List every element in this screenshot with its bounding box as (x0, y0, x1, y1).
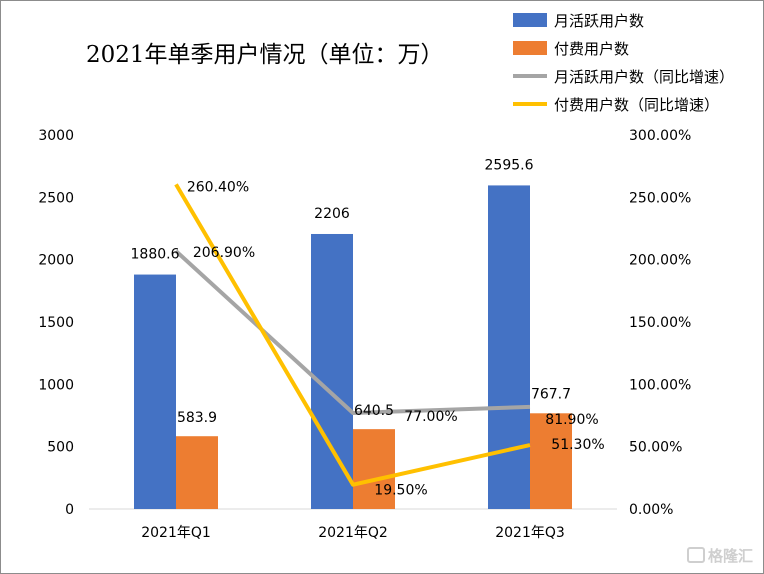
bar-mau (134, 274, 176, 509)
data-label: 19.50% (374, 483, 427, 499)
data-label: 2595.6 (485, 157, 534, 173)
watermark-logo: 格隆汇 (687, 547, 753, 565)
legend-label: 付费用户数 (554, 40, 629, 58)
legend-item: 付费用户数（同比增速） (513, 96, 719, 114)
line-paying-yoy (174, 183, 531, 487)
data-label: 767.7 (531, 386, 571, 402)
bar-mau (488, 185, 530, 509)
watermark-text: 格隆汇 (708, 547, 753, 565)
chart-title: 2021年单季用户情况（单位：万） (86, 42, 444, 68)
legend-swatch (513, 13, 547, 27)
legend-swatch (513, 41, 547, 55)
legend-item: 月活跃用户数 (513, 12, 644, 30)
y-tick-label: 3000 (38, 128, 74, 144)
y-tick-label: 2000 (38, 253, 74, 269)
bar-paying (353, 429, 395, 509)
y-tick-label: 0 (65, 502, 74, 518)
y-tick-label: 1500 (38, 315, 74, 331)
data-label: 51.30% (551, 437, 604, 453)
legend-label: 付费用户数（同比增速） (554, 96, 719, 114)
y2-tick-label: 300.00% (629, 128, 691, 144)
legend-item: 付费用户数 (513, 40, 629, 58)
y2-tick-label: 200.00% (629, 253, 691, 269)
y2-tick-label: 100.00% (629, 377, 691, 393)
bar-paying (530, 413, 572, 509)
x-tick-label: 2021年Q2 (318, 525, 388, 541)
legend-label: 月活跃用户数 (554, 12, 644, 30)
y-tick-label: 500 (47, 440, 74, 456)
data-label: 640.5 (354, 403, 394, 419)
legend-item: 月活跃用户数（同比增速） (513, 68, 734, 86)
legend-label: 月活跃用户数（同比增速） (554, 68, 734, 86)
data-label: 260.40% (187, 179, 249, 195)
x-tick-label: 2021年Q3 (495, 525, 565, 541)
line-mau-yoy (174, 249, 531, 416)
y2-tick-label: 150.00% (629, 315, 691, 331)
data-label: 206.90% (193, 245, 255, 261)
y-tick-label: 1000 (38, 377, 74, 393)
x-tick-label: 2021年Q1 (141, 525, 211, 541)
data-label: 2206 (314, 206, 350, 222)
y-tick-label: 2500 (38, 190, 74, 206)
data-label: 583.9 (177, 410, 217, 426)
watermark-icon (687, 547, 705, 563)
bar-paying (176, 436, 218, 509)
data-label: 81.90% (545, 412, 598, 428)
y2-tick-label: 50.00% (629, 440, 682, 456)
bar-mau (311, 233, 353, 509)
data-label: 1880.6 (131, 247, 180, 263)
y2-tick-label: 0.00% (629, 502, 673, 518)
y2-tick-label: 250.00% (629, 190, 691, 206)
data-label: 77.00% (404, 409, 457, 425)
